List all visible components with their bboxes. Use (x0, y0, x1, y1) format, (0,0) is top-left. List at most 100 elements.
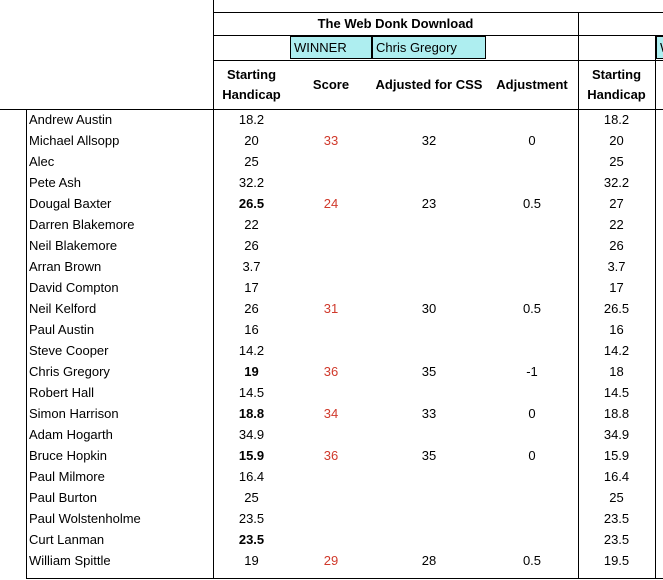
handicap: 18.8 (238, 406, 265, 421)
next-handicap: 20 (609, 133, 624, 148)
adjusted: 28 (421, 553, 437, 568)
player-name: Paul Austin (29, 322, 95, 337)
grid-line (213, 0, 214, 578)
player-name: Paul Burton (29, 490, 97, 505)
next-handicap: 15.9 (603, 448, 630, 463)
next-handicap: 18.2 (603, 112, 630, 127)
adjustment: 0 (528, 133, 536, 148)
score: 24 (323, 196, 339, 211)
handicap: 26 (244, 301, 259, 316)
grid-line (26, 109, 27, 578)
handicap: 22 (244, 217, 259, 232)
score: 31 (323, 301, 339, 316)
next-handicap: 34.9 (603, 427, 630, 442)
header-line: Adjusted for CSS (375, 76, 483, 92)
header-line: Handicap (587, 86, 646, 102)
header-line: Score (312, 76, 350, 92)
player-name: Simon Harrison (29, 406, 119, 421)
player-name: Darren Blakemore (29, 217, 135, 232)
handicap: 34.9 (238, 427, 265, 442)
player-name: Curt Lanman (29, 532, 105, 547)
adjustment: 0.5 (522, 196, 542, 211)
header-line: Handicap (222, 86, 281, 102)
adjusted: 30 (421, 301, 437, 316)
next-handicap: 14.2 (603, 343, 630, 358)
score: 36 (323, 364, 339, 379)
winner-label: WINNER (656, 36, 663, 59)
player-name: Paul Milmore (29, 469, 105, 484)
next-handicap: 23.5 (603, 511, 630, 526)
player-name: Michael Allsopp (29, 133, 120, 148)
handicap: 15.9 (238, 448, 265, 463)
next-handicap: 18.8 (603, 406, 630, 421)
next-handicap: 25 (609, 490, 624, 505)
grid-line (578, 12, 579, 578)
adjustment: 0.5 (522, 553, 542, 568)
player-name: Steve Cooper (29, 343, 109, 358)
next-handicap: 26.5 (603, 301, 630, 316)
next-handicap: 22 (609, 217, 624, 232)
next-handicap: 25 (609, 154, 624, 169)
handicap: 16 (244, 322, 259, 337)
next-handicap: 27 (609, 196, 624, 211)
adjustment: 0.5 (522, 301, 542, 316)
grid-line (26, 578, 663, 579)
score: 34 (323, 406, 339, 421)
handicap: 16.4 (238, 469, 265, 484)
handicap: 14.5 (238, 385, 265, 400)
winner-name: Chris Gregory (372, 36, 486, 59)
player-name: Neil Blakemore (29, 238, 118, 253)
handicap: 18.2 (238, 112, 265, 127)
grid-line (655, 35, 656, 578)
header-line: Starting (226, 66, 277, 82)
handicap: 23.5 (238, 511, 265, 526)
player-name: Chris Gregory (29, 364, 110, 379)
handicap: 25 (244, 154, 259, 169)
column-header: Score (290, 60, 372, 109)
player-name: David Compton (29, 280, 119, 295)
handicap: 20 (244, 133, 259, 148)
adjusted: 35 (421, 448, 437, 463)
next-handicap: 32.2 (603, 175, 630, 190)
score: 33 (323, 133, 339, 148)
player-name: Paul Wolstenholme (29, 511, 141, 526)
next-handicap: 17 (609, 280, 624, 295)
header-line: Adjustment (496, 76, 568, 92)
score: 29 (323, 553, 339, 568)
next-handicap: 18 (609, 364, 624, 379)
header-line: Starting (591, 66, 642, 82)
adjusted: 35 (421, 364, 437, 379)
next-handicap: 3.7 (607, 259, 626, 274)
next-handicap: 16 (609, 322, 624, 337)
player-name: Alec (29, 154, 55, 169)
column-header: Starting Handicap (213, 60, 290, 109)
winner-label: WINNER (290, 36, 372, 59)
adjusted: 32 (421, 133, 437, 148)
adjusted: 33 (421, 406, 437, 421)
title: The Web Donk Download (317, 16, 474, 31)
handicap: 26.5 (238, 196, 265, 211)
next-handicap: 16.4 (603, 469, 630, 484)
handicap: 23.5 (238, 532, 265, 547)
player-name: Arran Brown (29, 259, 102, 274)
adjustment: 0 (528, 406, 536, 421)
handicap: 19 (244, 364, 259, 379)
handicap: 3.7 (242, 259, 261, 274)
grid-line (0, 109, 663, 110)
player-name: Dougal Baxter (29, 196, 112, 211)
adjustment: 0 (528, 448, 536, 463)
grid-line (213, 60, 663, 61)
handicap: 26 (244, 238, 259, 253)
next-handicap: 26 (609, 238, 624, 253)
column-header: Adjustment (486, 60, 578, 109)
player-name: William Spittle (29, 553, 111, 568)
player-name: Bruce Hopkin (29, 448, 108, 463)
player-name: Andrew Austin (29, 112, 113, 127)
player-name: Robert Hall (29, 385, 95, 400)
player-name: Adam Hogarth (29, 427, 113, 442)
column-header: Starting Handicap (578, 60, 655, 109)
grid-line (213, 12, 663, 13)
player-name: Pete Ash (29, 175, 82, 190)
handicap: 17 (244, 280, 259, 295)
next-handicap: 19.5 (603, 553, 630, 568)
